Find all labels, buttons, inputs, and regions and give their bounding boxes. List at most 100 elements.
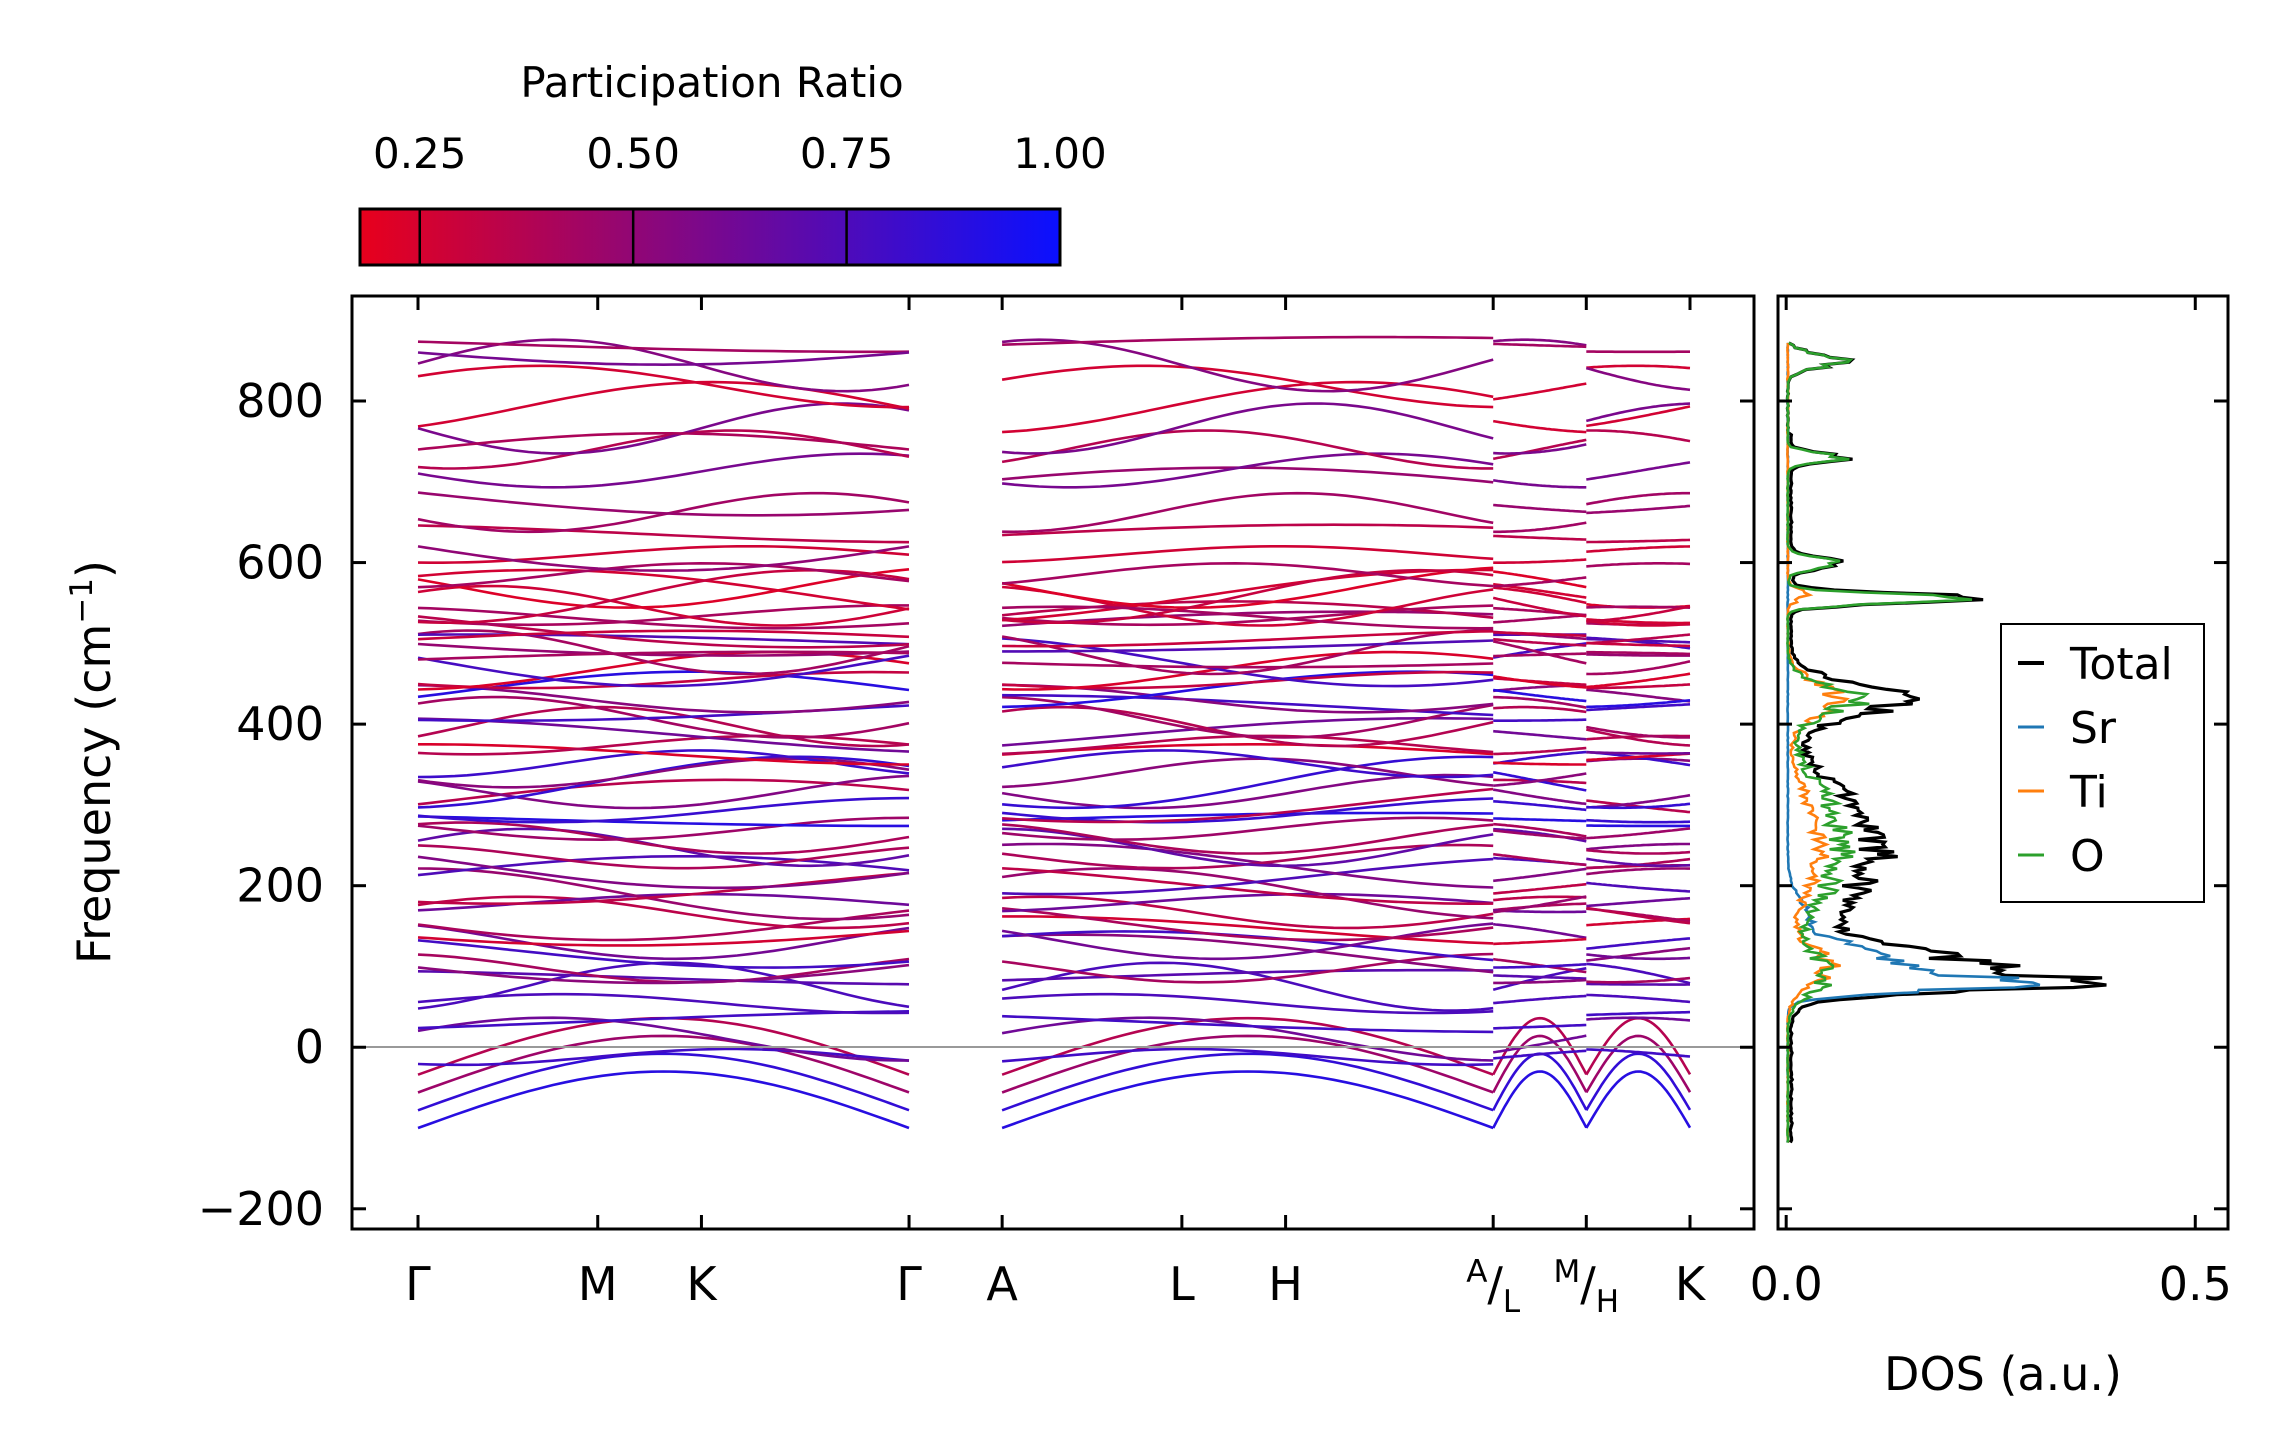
phonon-band-line [1001, 561, 1494, 588]
phonon-band-line [1493, 994, 1587, 1005]
phonon-band-line [417, 892, 910, 912]
phonon-band-line [1493, 895, 1587, 914]
phonon-band-line [1586, 653, 1690, 657]
phonon-band-line [417, 351, 910, 367]
phonon-band-line [1002, 992, 1494, 1015]
colorbar-gradient [358, 207, 1062, 267]
phonon-band-line [417, 429, 910, 470]
phonon-band-line [417, 844, 910, 870]
colorbar-ticks: 0.25 0.50 0.75 1.00 [373, 129, 1107, 265]
colorbar-title: Participation Ratio [520, 58, 903, 107]
phonon-band-line [1586, 364, 1691, 370]
phonon-band-line [1493, 788, 1587, 806]
phonon-band-line [1002, 523, 1494, 537]
phonon-band-line [1493, 882, 1587, 895]
phonon-band-line [1586, 1010, 1691, 1017]
phonon-band-line [1493, 534, 1587, 541]
phonon-band-line [1586, 703, 1691, 712]
dos-legend: Total Sr Ti O [2000, 623, 2205, 903]
phonon-band-line [1492, 596, 1587, 618]
phonon-band-line [1586, 946, 1691, 962]
phonon-band-line [1585, 1034, 1692, 1094]
phonon-band-line [1002, 661, 1494, 669]
phonon-band-line [1493, 652, 1587, 658]
phonon-band-line [1002, 605, 1494, 630]
phonon-band-line [1002, 827, 1494, 868]
phonon-band-line [1586, 605, 1691, 609]
phonon-band-line [1493, 817, 1587, 823]
phonon-band-line [1002, 544, 1494, 564]
phonon-band-line [417, 340, 910, 354]
phonon-band-line [417, 364, 910, 409]
phonon-band-line [1493, 1049, 1587, 1060]
phonon-band-line [1586, 561, 1691, 568]
band-x-tick-label-k: K [686, 1257, 718, 1311]
band-x-tick-label-h: H [1268, 1257, 1303, 1311]
phonon-band-line [1586, 641, 1690, 648]
phonon-band-line [417, 452, 910, 489]
phonon-band-line [417, 796, 910, 824]
phonon-band-line [1586, 827, 1691, 840]
phonon-band-line [417, 524, 910, 544]
phonon-bands [417, 335, 1692, 1130]
phonon-band-line [418, 742, 909, 766]
phonon-band-line [1586, 802, 1691, 810]
phonon-band-line [1493, 338, 1587, 347]
phonon-band-line [1586, 619, 1691, 627]
dos-x-axis: 0.0 0.5 [1750, 296, 2232, 1311]
phonon-band-line [1001, 823, 1494, 855]
phonon-band-line [1493, 342, 1587, 349]
colorbar: Participation Ratio 0.25 0.50 0.75 1.00 [358, 58, 1107, 267]
phonon-band-line [1493, 503, 1587, 514]
band-x-tick-label-m: M [578, 1257, 618, 1311]
phonon-band-line [1586, 461, 1691, 481]
colorbar-tick-label: 1.00 [1013, 129, 1107, 178]
phonon-band-line [417, 924, 910, 961]
phonon-band-line [1586, 937, 1691, 950]
phonon-band-line [1493, 382, 1587, 401]
phonon-band-line [1002, 867, 1494, 906]
phonon-band-line [417, 568, 910, 625]
phonon-band-line [417, 992, 910, 1015]
phonon-band-line [1493, 829, 1587, 840]
phonon-band-line [1586, 725, 1690, 739]
phonon-band-line [1493, 613, 1587, 624]
phonon-band-line [1493, 479, 1587, 489]
phonon-band-line [1493, 586, 1587, 605]
phonon-band-line [1001, 797, 1494, 824]
phonon-band-line [1002, 857, 1494, 896]
phonon-band-line [417, 629, 910, 641]
phonon-band-line [417, 491, 910, 517]
band-y-tick-label: −200 [198, 1182, 324, 1236]
phonon-band-line [1001, 1052, 1494, 1112]
dos-curve-total [1785, 341, 2107, 1144]
phonon-band-line [417, 568, 910, 611]
phonon-band-line [417, 1016, 910, 1062]
phonon-band-line [1586, 429, 1691, 443]
phonon-band-line [1493, 800, 1587, 812]
band-y-tick-label: 600 [236, 536, 324, 590]
phonon-band-line [1002, 968, 1494, 982]
phonon-band-line [1586, 848, 1691, 855]
phonon-band-line [1001, 338, 1494, 393]
phonon-band-line [1493, 695, 1587, 709]
phonon-band-line [1586, 605, 1691, 623]
phonon-band-line [1493, 1023, 1587, 1030]
colorbar-tick-label: 0.50 [586, 129, 680, 178]
phonon-band-line [417, 929, 910, 947]
phonon-band-line [1492, 438, 1587, 461]
dos-panel: 0.0 0.5 DOS (a.u.) Total Sr Ti O [1750, 294, 2232, 1401]
phonon-band-line [1492, 1034, 1588, 1094]
phonon-band-line [417, 584, 910, 627]
phonon-band-line [417, 561, 910, 589]
phonon-band-line [417, 757, 910, 789]
phonon-band-line [1586, 683, 1691, 690]
legend-label-ti: Ti [2069, 767, 2108, 818]
phonon-band-line [1002, 716, 1494, 747]
phonon-band-line [417, 683, 910, 714]
phonon-band-line [1002, 650, 1494, 691]
phonon-band-line [417, 815, 909, 828]
phonon-band-line [417, 734, 910, 756]
phonon-band-line [1001, 466, 1494, 484]
band-panel: −200 0 200 400 600 800 Γ M K Γ A L H A/L M/H K Frequen… [64, 294, 1756, 1320]
